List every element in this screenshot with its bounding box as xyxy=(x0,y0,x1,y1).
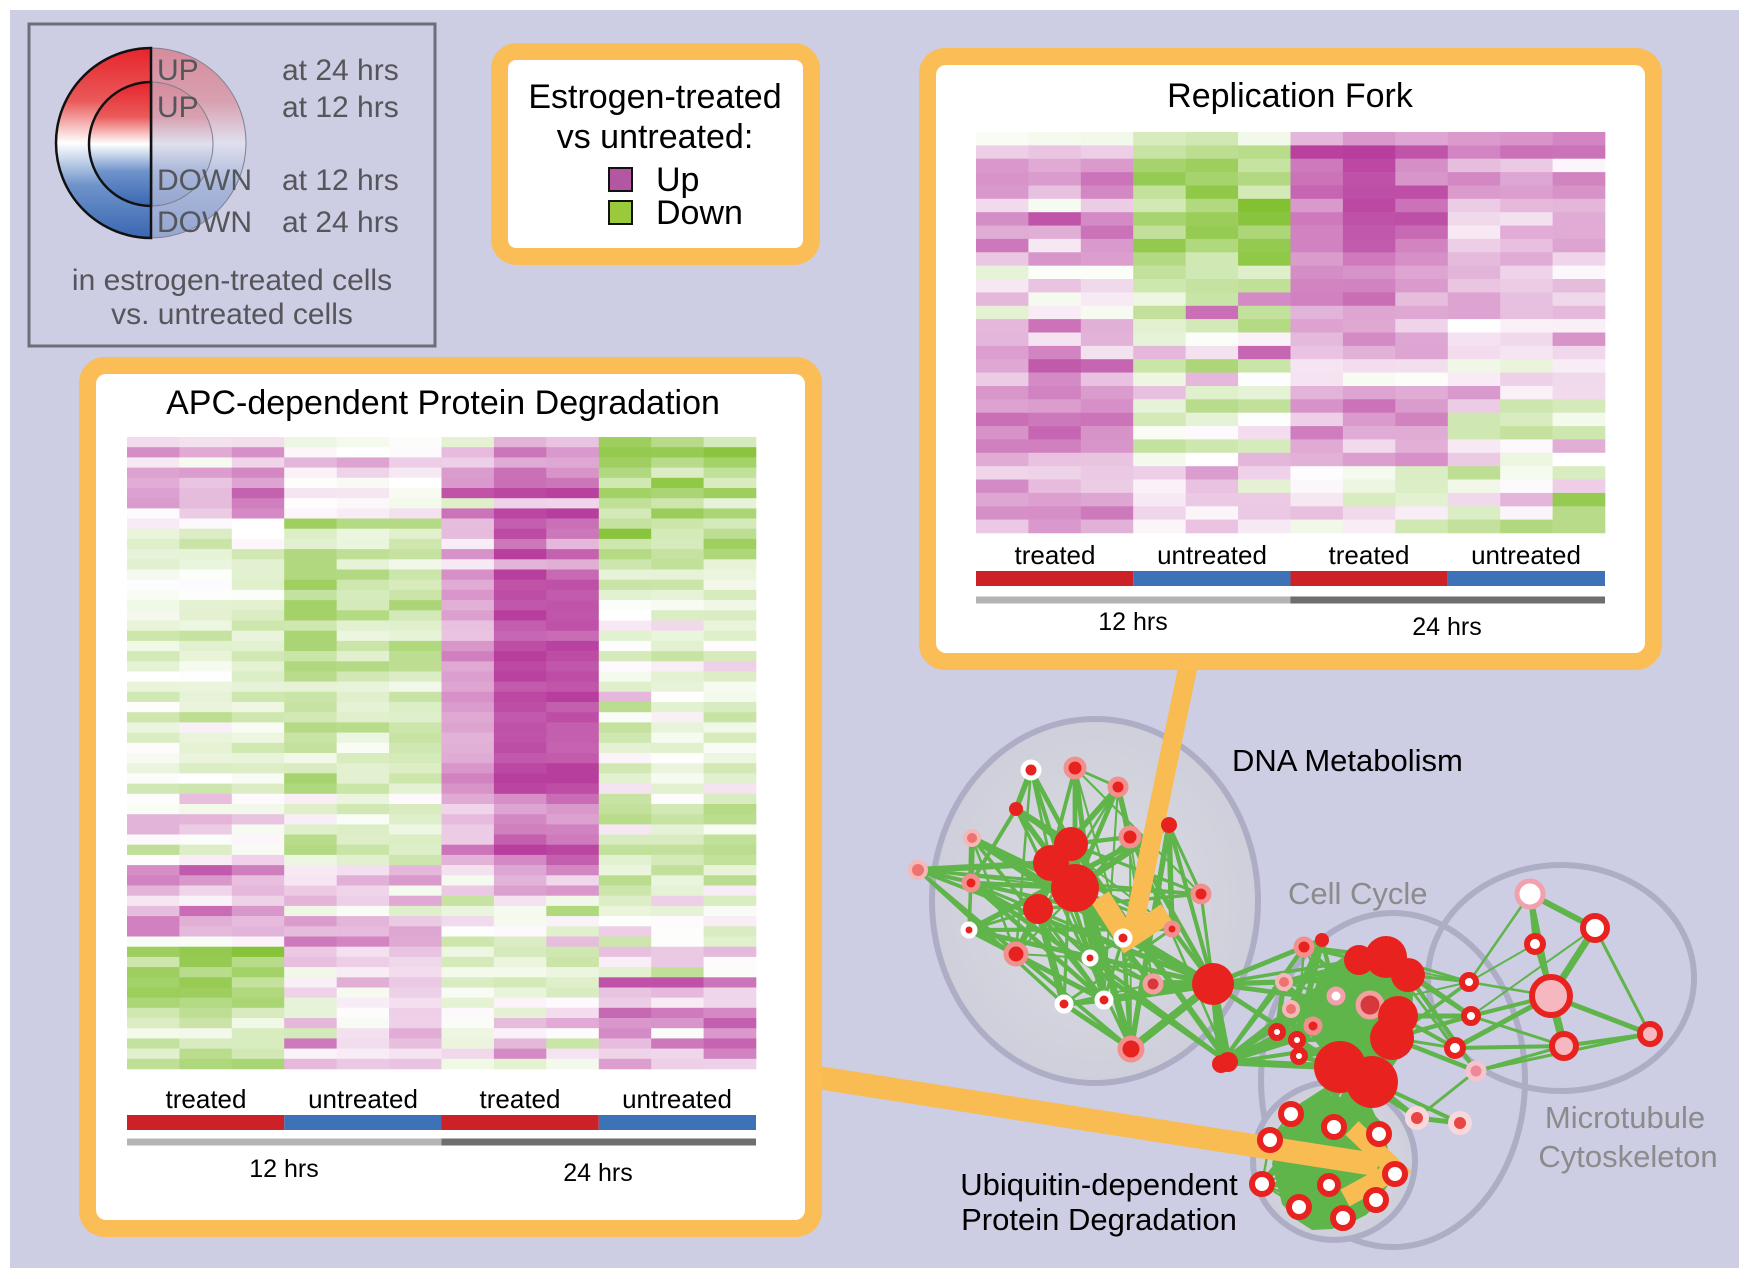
svg-text:UP: UP xyxy=(157,54,199,87)
svg-text:vs. untreated cells: vs. untreated cells xyxy=(111,298,353,331)
svg-text:Up: Up xyxy=(656,161,699,199)
svg-text:Replication Fork: Replication Fork xyxy=(1167,77,1414,115)
svg-text:treated: treated xyxy=(1329,540,1410,570)
svg-text:at 24 hrs: at 24 hrs xyxy=(282,206,399,239)
svg-text:24 hrs: 24 hrs xyxy=(563,1159,632,1187)
svg-text:treated: treated xyxy=(1015,540,1096,570)
svg-text:treated: treated xyxy=(166,1084,247,1114)
svg-text:Down: Down xyxy=(656,194,743,232)
svg-text:24 hrs: 24 hrs xyxy=(1412,613,1481,641)
svg-text:Microtubule: Microtubule xyxy=(1545,1100,1705,1135)
svg-text:APC-dependent Protein Degradat: APC-dependent Protein Degradation xyxy=(166,384,720,422)
svg-text:DNA Metabolism: DNA Metabolism xyxy=(1232,743,1463,778)
svg-text:12 hrs: 12 hrs xyxy=(1098,608,1167,636)
svg-text:untreated: untreated xyxy=(1471,540,1581,570)
svg-text:Estrogen-treated: Estrogen-treated xyxy=(528,78,781,116)
svg-text:Protein Degradation: Protein Degradation xyxy=(961,1202,1237,1237)
svg-text:Ubiquitin-dependent: Ubiquitin-dependent xyxy=(960,1167,1238,1202)
svg-text:at 24 hrs: at 24 hrs xyxy=(282,54,399,87)
svg-text:untreated: untreated xyxy=(1157,540,1267,570)
svg-text:untreated: untreated xyxy=(622,1084,732,1114)
svg-text:DOWN: DOWN xyxy=(157,164,252,197)
svg-text:UP: UP xyxy=(157,91,199,124)
svg-text:untreated: untreated xyxy=(308,1084,418,1114)
svg-text:Cytoskeleton: Cytoskeleton xyxy=(1538,1139,1717,1174)
svg-text:Cell Cycle: Cell Cycle xyxy=(1288,876,1428,911)
svg-text:treated: treated xyxy=(480,1084,561,1114)
svg-text:at 12 hrs: at 12 hrs xyxy=(282,164,399,197)
svg-text:12 hrs: 12 hrs xyxy=(249,1155,318,1183)
svg-text:vs untreated:: vs untreated: xyxy=(557,118,754,156)
svg-text:DOWN: DOWN xyxy=(157,206,252,239)
svg-text:at 12 hrs: at 12 hrs xyxy=(282,91,399,124)
svg-text:in estrogen-treated cells: in estrogen-treated cells xyxy=(72,264,392,297)
